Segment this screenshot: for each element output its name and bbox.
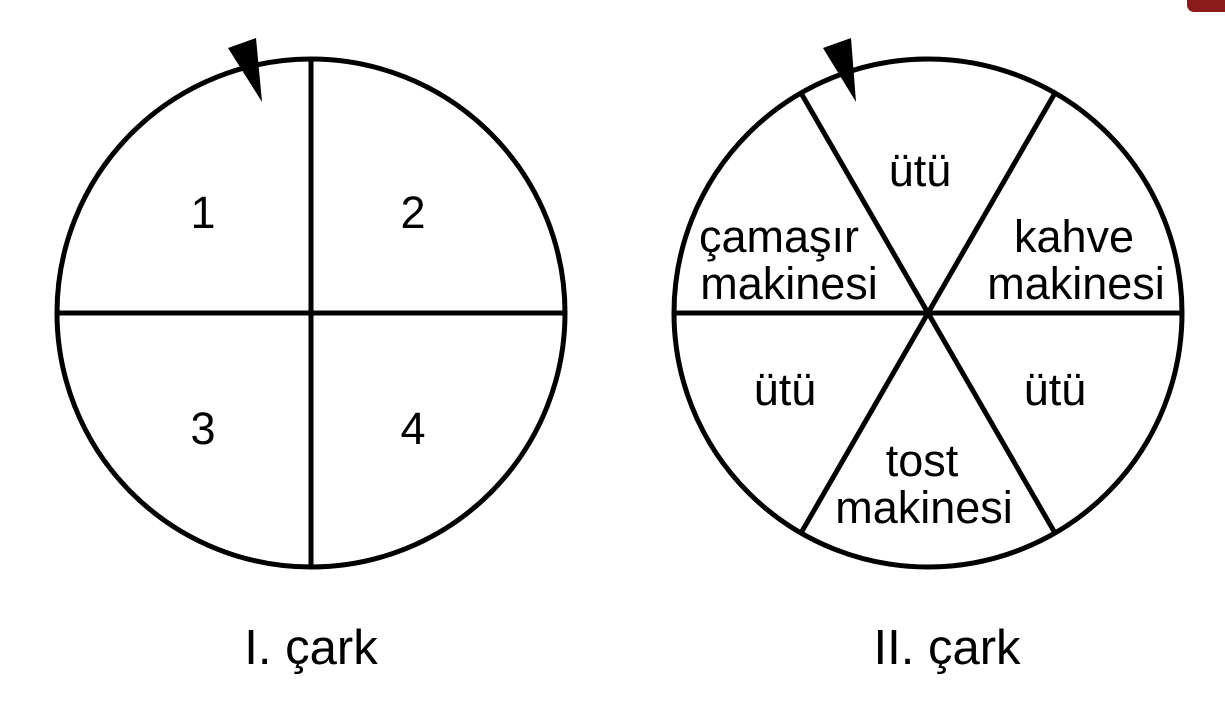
wheel-2-segment-lower-left: ütü bbox=[754, 364, 817, 415]
wheel-2-segment-upper-right-line-1: kahve bbox=[1014, 211, 1134, 262]
wheel-1-segment-1: 1 bbox=[190, 187, 215, 238]
pointer-arrow-icon bbox=[228, 38, 262, 102]
wheel-2-segment-bottom-line-1: tost bbox=[886, 435, 959, 486]
wheel-1: 1 2 3 4 I. çark bbox=[54, 38, 568, 675]
wheel-2-segment-upper-right-line-2: makinesi bbox=[987, 258, 1165, 309]
corner-indicator bbox=[1187, 0, 1225, 12]
wheel-2-caption: II. çark bbox=[873, 621, 1021, 675]
wheel-2-segment-bottom-line-2: makinesi bbox=[835, 482, 1013, 533]
wheel-2-segment-upper-left-line-2: makinesi bbox=[700, 258, 878, 309]
wheel-1-segment-2: 2 bbox=[400, 187, 425, 238]
wheel-1-segment-4: 4 bbox=[400, 403, 425, 454]
wheel-2-segment-lower-right: ütü bbox=[1024, 364, 1087, 415]
wheel-2-diagonal-divider-b bbox=[798, 91, 1058, 535]
wheel-2-segment-upper-left-line-1: çamaşır bbox=[699, 211, 859, 262]
pointer-arrow-icon bbox=[823, 38, 856, 102]
wheel-2-segment-top: ütü bbox=[889, 145, 952, 196]
wheel-1-caption: I. çark bbox=[244, 621, 378, 675]
wheel-1-segment-3: 3 bbox=[190, 403, 215, 454]
wheel-2: ütü kahve makinesi ütü tost makinesi ütü… bbox=[671, 38, 1185, 675]
